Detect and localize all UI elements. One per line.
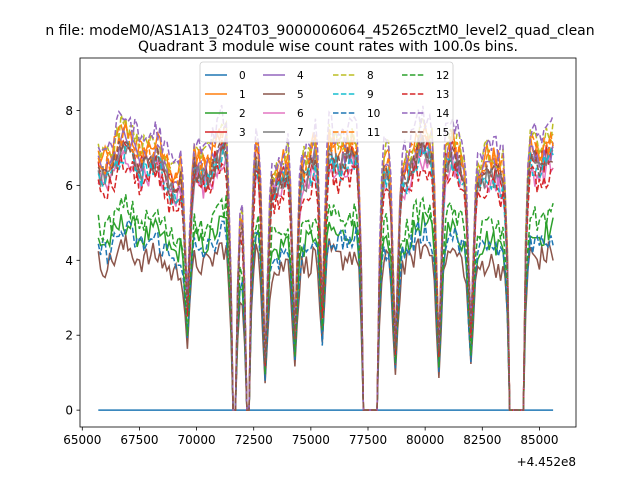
x-tick-label: 65000 — [63, 433, 101, 447]
legend-label: 12 — [436, 70, 449, 82]
y-tick-label: 2 — [65, 329, 73, 343]
legend-label: 9 — [367, 89, 374, 101]
legend-label: 10 — [367, 108, 380, 120]
x-offset-label: +4.452e8 — [517, 455, 576, 469]
series-line-15 — [97, 134, 554, 411]
legend-label: 3 — [239, 127, 246, 139]
series-line-12 — [97, 194, 554, 411]
legend-label: 0 — [239, 70, 246, 82]
legend-label: 8 — [367, 70, 374, 82]
legend-label: 2 — [239, 108, 246, 120]
legend-label: 11 — [367, 127, 380, 139]
x-tick-label: 67500 — [120, 433, 158, 447]
chart-suptitle: n file: modeM0/AS1A13_024T03_9000006064_… — [45, 23, 594, 39]
legend-label: 1 — [239, 89, 246, 101]
x-tick-label: 80000 — [406, 433, 444, 447]
legend-label: 13 — [436, 89, 449, 101]
legend-label: 5 — [297, 89, 304, 101]
legend-label: 7 — [297, 127, 304, 139]
series-line-14 — [97, 104, 554, 411]
x-tick-label: 72500 — [235, 433, 273, 447]
y-tick-label: 8 — [65, 104, 73, 118]
series-line-13 — [97, 154, 554, 411]
legend-label: 14 — [436, 108, 450, 120]
series-line-10 — [97, 218, 554, 411]
axes-frame — [79, 57, 577, 428]
x-tick-label: 85000 — [520, 433, 558, 447]
x-tick-label: 75000 — [292, 433, 330, 447]
y-tick-label: 4 — [65, 254, 73, 268]
y-tick-label: 0 — [65, 404, 73, 418]
legend-label: 15 — [436, 127, 449, 139]
y-tick-label: 6 — [65, 179, 73, 193]
series-lines — [97, 104, 554, 411]
legend-label: 6 — [297, 108, 304, 120]
legend-label: 4 — [297, 70, 304, 82]
x-tick-label: 70000 — [177, 433, 215, 447]
chart-title: Quadrant 3 module wise count rates with … — [138, 39, 518, 55]
x-tick-label: 77500 — [349, 433, 387, 447]
x-tick-label: 82500 — [463, 433, 501, 447]
plot-area: 65000 67500 70000 72500 75000 77500 80000 82500… — [63, 57, 577, 447]
